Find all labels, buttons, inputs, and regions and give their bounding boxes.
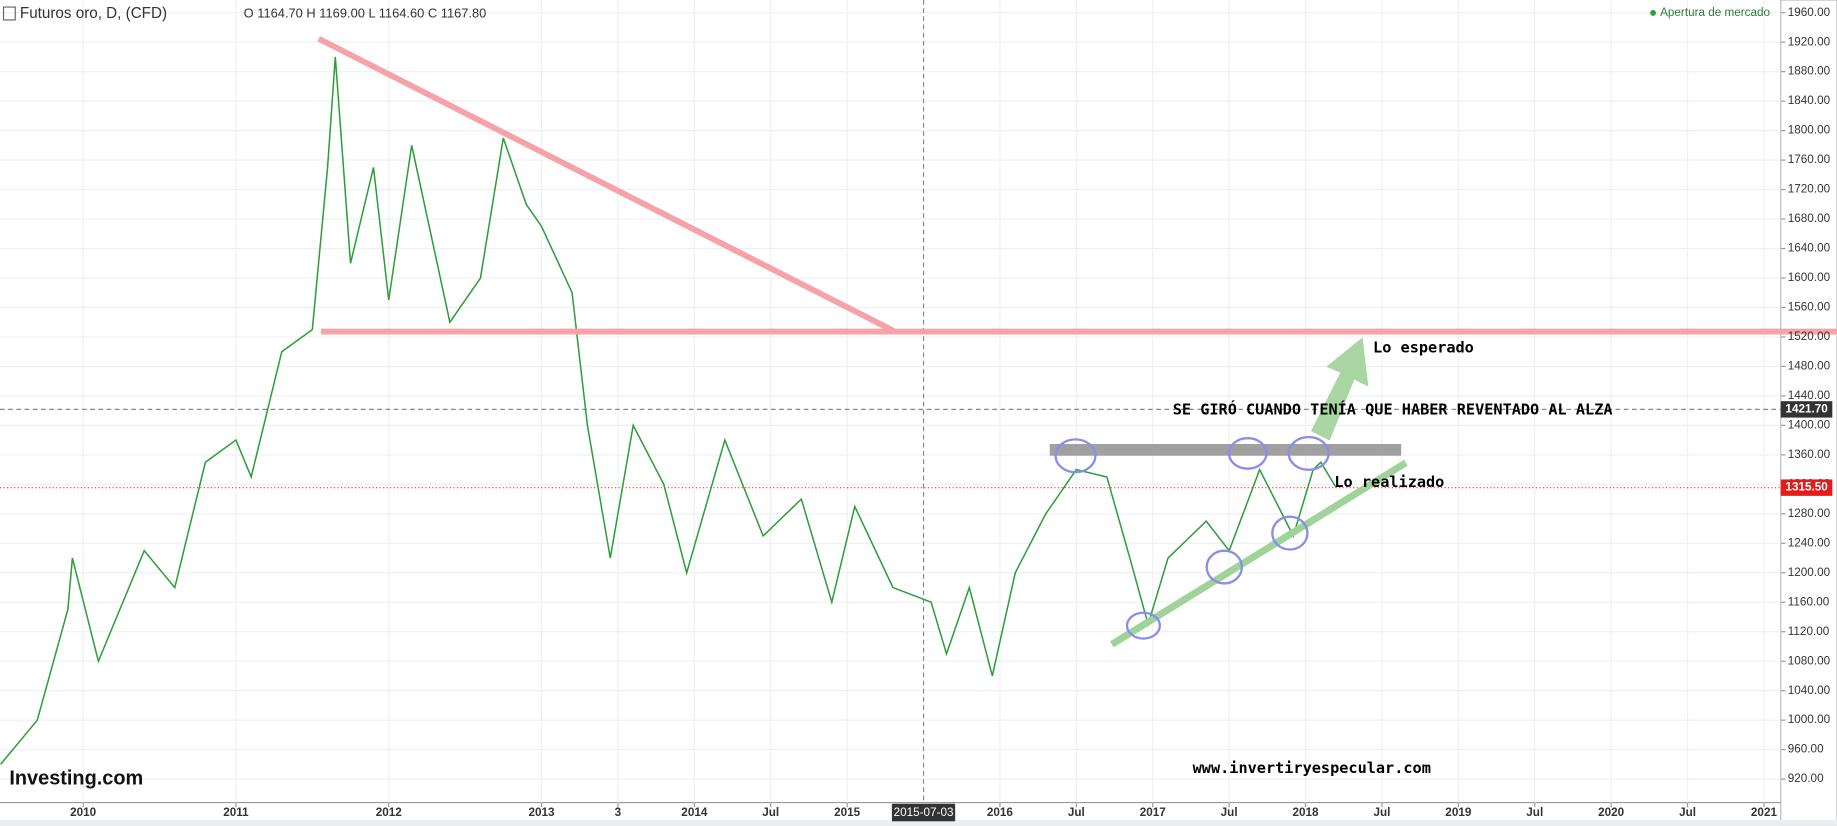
x-tick-label: 2014 — [681, 806, 708, 819]
y-tick-label: 1200.00 — [1788, 566, 1831, 579]
x-tick-label: 2012 — [376, 806, 403, 819]
y-tick-label: 1120.00 — [1788, 625, 1830, 638]
status-dot — [1650, 9, 1656, 16]
x-tick-label: 2016 — [987, 806, 1014, 819]
crosshair-x-label: 2015-07-03 — [894, 806, 954, 819]
y-tick-label: 1600.00 — [1788, 271, 1831, 284]
y-tick-label: 1080.00 — [1788, 654, 1831, 667]
y-tick-label: 1480.00 — [1788, 360, 1831, 373]
x-tick-label: 2011 — [223, 806, 249, 819]
annotation: www.invertiryespecular.com — [1193, 759, 1431, 777]
y-tick-label: 1760.00 — [1788, 153, 1831, 166]
y-tick-label: 1920.00 — [1788, 35, 1831, 48]
y-tick-label: 1880.00 — [1788, 65, 1831, 78]
x-tick-label: 2017 — [1140, 806, 1166, 819]
y-tick-label: 1800.00 — [1788, 124, 1831, 137]
y-tick-label: 920.00 — [1788, 772, 1824, 785]
annotation: Lo realizado — [1334, 473, 1444, 491]
annotation: Lo esperado — [1373, 338, 1474, 356]
bottom-bar — [0, 820, 1837, 826]
y-tick-label: 1560.00 — [1788, 301, 1831, 314]
y-tick-label: 1280.00 — [1788, 507, 1831, 520]
y-tick-label: 1960.00 — [1788, 6, 1831, 19]
status: Apertura de mercado — [1660, 6, 1770, 19]
x-tick-label: 2018 — [1293, 806, 1320, 819]
x-tick-label: Jul — [762, 806, 779, 819]
labels: Futuros oro, D, (CFD) O 1164.70 H 1169.0… — [2, 5, 1833, 822]
y-tick-label: 1440.00 — [1788, 389, 1831, 402]
x-tick-label: Jul — [1221, 806, 1238, 819]
arrow — [1310, 337, 1369, 441]
y-tick-label: 960.00 — [1788, 743, 1824, 756]
circle — [1054, 438, 1097, 474]
ohlc: O 1164.70 H 1169.00 L 1164.60 C 1167.80 — [244, 5, 487, 20]
x-tick-label: Jul — [1526, 806, 1543, 819]
marks — [0, 56, 1337, 765]
y-tick-label: 1240.00 — [1788, 536, 1831, 549]
x-tick-label: Jul — [1373, 806, 1390, 819]
x-tick-label: 2010 — [70, 806, 97, 819]
y-tick-label: 1640.00 — [1788, 242, 1831, 255]
circle — [1287, 435, 1330, 471]
x-tick-label: 2021 — [1751, 806, 1778, 819]
circle — [1125, 611, 1162, 640]
y-tick-label: 1520.00 — [1788, 330, 1831, 343]
overlay — [317, 36, 1837, 648]
x-tick-label: 2013 — [529, 806, 556, 819]
trendline-down — [317, 36, 897, 335]
crosshair-price-label: 1421.70 — [1785, 402, 1828, 415]
circles — [1054, 435, 1330, 640]
y-tick-label: 1360.00 — [1788, 448, 1831, 461]
y-tick-label: 1680.00 — [1788, 212, 1831, 225]
crosshair-price-bg — [1780, 401, 1833, 418]
y-tick-label: 1720.00 — [1788, 183, 1831, 196]
y-tick-label: 1160.00 — [1788, 595, 1830, 608]
y-tick-label: 1000.00 — [1788, 713, 1831, 726]
circle — [1271, 515, 1309, 551]
x-tick-label: 2015 — [834, 806, 861, 819]
collapse-icon — [2, 6, 16, 21]
trendline-up — [1109, 459, 1408, 648]
x-tick-label: 2019 — [1445, 806, 1472, 819]
crosshair-x-bg — [891, 803, 956, 822]
brand: Investing.com — [9, 767, 143, 789]
annotation: SE GIRÓ CUANDO TENÍA QUE HABER REVENTADO… — [1173, 400, 1613, 419]
x-tick-label: Jul — [1679, 806, 1696, 819]
chart-title: Futuros oro, D, (CFD) — [20, 5, 167, 22]
price-line — [0, 56, 1337, 765]
grid — [0, 0, 1786, 808]
last-price-bg — [1780, 479, 1833, 496]
last-price-label: 1315.50 — [1785, 481, 1828, 494]
circle — [1205, 549, 1244, 585]
y-tick-label: 1040.00 — [1788, 684, 1831, 697]
x-tick-label: 3 — [615, 806, 622, 819]
circle — [1227, 437, 1268, 470]
y-tick-label: 1840.00 — [1788, 94, 1831, 107]
x-tick-label: Jul — [1068, 806, 1085, 819]
x-tick-label: 2020 — [1598, 806, 1625, 819]
y-tick-label: 1400.00 — [1788, 418, 1831, 431]
